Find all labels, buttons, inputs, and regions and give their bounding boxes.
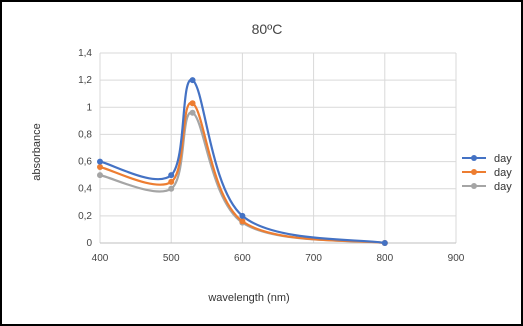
x-tick-label: 900: [448, 253, 465, 264]
x-tick-label: 500: [163, 253, 180, 264]
y-tick-labels: 0 0,2 0,4 0,6 0,8 1 1,2 1,4: [78, 48, 92, 249]
legend-swatch-marker: [471, 183, 477, 189]
data-point: [189, 109, 196, 116]
data-point: [239, 212, 246, 219]
y-tick-label: 0: [86, 238, 92, 249]
data-point: [168, 178, 175, 185]
y-tick-label: 0,4: [78, 184, 92, 195]
legend-swatch-marker: [471, 169, 477, 175]
series-line: [99, 102, 385, 245]
data-point: [239, 218, 246, 225]
data-point: [168, 172, 175, 179]
legend-item: day: [462, 181, 512, 193]
x-tick-label: 400: [92, 253, 109, 264]
legend: day day day: [462, 153, 512, 193]
data-point: [381, 240, 388, 246]
y-tick-label: 1,4: [78, 48, 92, 59]
data-point: [168, 185, 175, 192]
data-point: [97, 164, 103, 170]
data-point: [189, 77, 196, 84]
y-axis-title: absorbance: [31, 123, 43, 181]
legend-item: day: [462, 153, 512, 165]
legend-label: day: [494, 153, 512, 165]
x-axis-title: wavelength (nm): [207, 292, 289, 304]
legend-swatch-marker: [471, 155, 477, 161]
y-tick-label: 0,8: [78, 129, 92, 140]
data-point: [97, 158, 103, 165]
legend-label: day: [494, 167, 512, 179]
series-1: [97, 77, 388, 246]
x-tick-label: 600: [234, 253, 251, 264]
series-group: [97, 77, 388, 246]
legend-item: day: [462, 167, 512, 179]
series-line: [99, 79, 386, 245]
x-tick-labels: 400 500 600 700 800 900: [92, 253, 465, 264]
y-tick-label: 1: [86, 102, 92, 113]
chart-title: 80ºC: [252, 21, 283, 37]
data-point: [189, 100, 196, 107]
y-tick-label: 0,2: [78, 211, 92, 222]
x-tick-label: 700: [305, 253, 322, 264]
x-tick-label: 800: [376, 253, 393, 264]
y-tick-label: 1,2: [78, 75, 92, 86]
legend-label: day: [494, 181, 512, 193]
data-point: [97, 172, 103, 179]
grid: [99, 52, 457, 244]
y-tick-label: 0,6: [78, 157, 92, 168]
